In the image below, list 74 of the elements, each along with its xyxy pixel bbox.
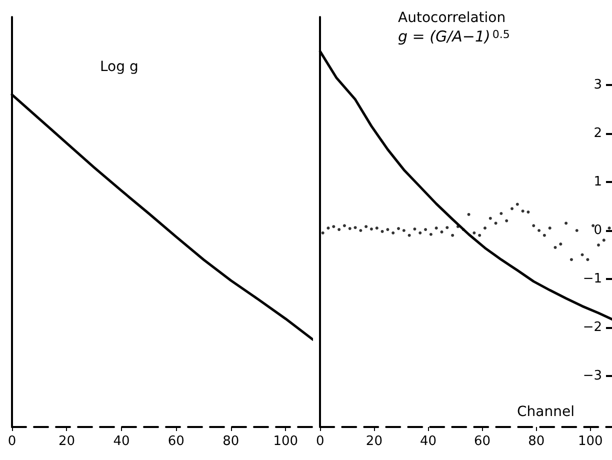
point [326, 226, 330, 230]
point [338, 228, 341, 232]
y-tick-label: 1 [594, 174, 602, 190]
point [397, 227, 400, 230]
x-tick-label: 0 [316, 434, 324, 449]
y-tick-label: 0 [594, 222, 602, 238]
x-tick-label: 20 [58, 434, 75, 449]
x-tick-label: 80 [222, 434, 240, 449]
x-tick-label: 0 [8, 434, 16, 449]
point [408, 234, 411, 237]
point [538, 228, 541, 232]
y-tick-label: −3 [582, 368, 602, 384]
x-tick-label: 60 [474, 434, 491, 449]
point [554, 246, 557, 249]
point [342, 224, 346, 228]
point [500, 212, 503, 216]
point [505, 219, 508, 222]
point [364, 225, 368, 228]
y-tick-label: −2 [582, 320, 602, 336]
point [483, 226, 486, 230]
point [446, 226, 449, 230]
point [354, 226, 357, 230]
text: Log g [100, 59, 138, 75]
point [510, 207, 514, 210]
y-tick-label: 2 [594, 126, 602, 141]
point [440, 230, 444, 234]
point [392, 231, 395, 234]
x-axis-title: Channel [517, 404, 574, 420]
point [542, 234, 546, 237]
point [596, 244, 600, 247]
point [332, 225, 336, 228]
point [608, 226, 611, 230]
x-tick-label: 100 [578, 434, 603, 449]
point [467, 212, 470, 216]
point [434, 226, 438, 230]
point [429, 232, 432, 236]
point [586, 258, 590, 262]
chart-title: Autocorrelation [398, 10, 506, 26]
point [451, 234, 454, 237]
point [413, 228, 416, 231]
x-tick-label: 100 [273, 434, 298, 449]
point [580, 253, 584, 256]
point [375, 226, 378, 230]
point [564, 222, 568, 225]
point [516, 202, 519, 206]
y-tick-label: −1 [582, 272, 602, 287]
x-tick-label: 20 [366, 434, 382, 449]
point [370, 228, 373, 231]
point [532, 224, 536, 228]
point [472, 231, 476, 234]
x-tick-label: 40 [420, 434, 437, 449]
point [456, 225, 460, 228]
x-tick-label: 80 [528, 434, 545, 449]
point [559, 242, 562, 246]
point [570, 258, 573, 262]
point [418, 231, 422, 234]
x-tick-label: 60 [168, 434, 184, 449]
point [359, 228, 362, 232]
point [402, 228, 406, 232]
point [424, 228, 428, 232]
point [526, 210, 530, 214]
point [521, 210, 524, 213]
point [575, 228, 578, 232]
point [548, 226, 552, 230]
y-tick-label: 3 [594, 77, 602, 92]
point [380, 230, 384, 233]
point [488, 216, 492, 220]
point [321, 231, 324, 234]
point [494, 222, 498, 225]
point [348, 227, 352, 230]
x-tick-label: 40 [113, 434, 130, 449]
point [386, 228, 390, 232]
point [602, 238, 606, 242]
point [478, 234, 482, 237]
